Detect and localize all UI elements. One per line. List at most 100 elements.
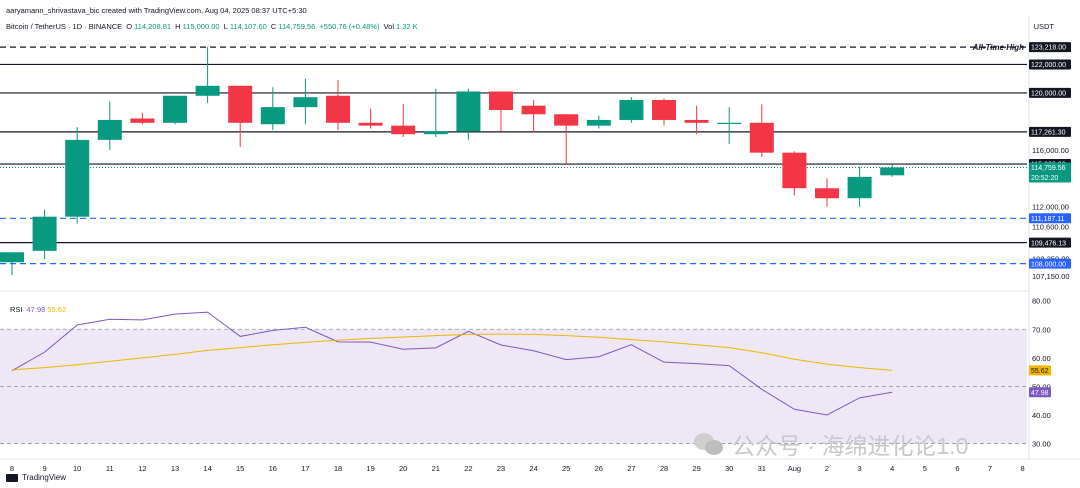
rsi-legend: RSI 47.98 55.62 xyxy=(10,305,66,314)
rsi-title: RSI xyxy=(10,305,23,314)
time-axis-label: 4 xyxy=(890,464,894,473)
time-axis-label: 12 xyxy=(138,464,146,473)
brand-label: TradingView xyxy=(22,473,67,482)
rsi-tick-label: 70.00 xyxy=(1032,325,1051,334)
candle-body xyxy=(130,118,155,123)
time-axis-label: 17 xyxy=(301,464,309,473)
level-price-label: 117,261.30 xyxy=(1031,129,1066,136)
ohlc-legend: Bitcoin / TetherUS · 1D · BINANCE O 114,2… xyxy=(6,22,420,31)
candle-body xyxy=(326,95,350,123)
rsi-value-label: 47.98 xyxy=(1031,390,1049,397)
time-axis-label: 19 xyxy=(366,464,374,473)
price-tick-label: 112,000.00 xyxy=(1032,203,1069,212)
time-axis-label: Aug xyxy=(788,464,801,473)
candle-body xyxy=(228,85,253,123)
candle-body xyxy=(489,91,513,110)
open-label: O xyxy=(126,22,133,31)
time-axis-label: 11 xyxy=(106,464,114,473)
level-price-badge xyxy=(1029,213,1071,224)
rsi-value-badge xyxy=(1029,365,1051,376)
time-axis-label: 5 xyxy=(923,464,927,473)
rsi-ma-value: 55.62 xyxy=(47,305,67,314)
level-price-badge xyxy=(1029,59,1071,70)
time-axis-label: 24 xyxy=(529,464,537,473)
time-axis-label: 6 xyxy=(955,464,959,473)
level-price-label: 122,000.00 xyxy=(1031,62,1066,69)
candle-body xyxy=(97,119,122,140)
candle-body xyxy=(423,131,448,135)
candle-body xyxy=(815,188,839,199)
volume-value: 1.32 K xyxy=(396,22,418,31)
time-axis-label: 16 xyxy=(269,464,277,473)
candle-body xyxy=(554,114,579,126)
price-tick-label: 107,150.00 xyxy=(1032,272,1070,281)
level-price-badge xyxy=(1029,258,1071,269)
watermark: 公众号 · 海绵进化论1.0 xyxy=(694,427,968,461)
rsi-ma-line xyxy=(11,333,893,371)
time-axis-label: 9 xyxy=(43,464,47,473)
time-axis-label: 25 xyxy=(562,464,570,473)
candle-body xyxy=(195,85,220,96)
currency-label[interactable]: USDT xyxy=(1033,22,1054,31)
rsi-tick-label: 60.00 xyxy=(1032,354,1051,363)
symbol-label[interactable]: Bitcoin / TetherUS · 1D · BINANCE xyxy=(6,22,123,31)
tradingview-logo-icon xyxy=(6,473,18,482)
time-axis-label: 28 xyxy=(660,464,668,473)
candle-body xyxy=(293,97,318,108)
rsi-value: 47.98 xyxy=(26,305,46,314)
candle-body xyxy=(260,107,285,125)
candle-body xyxy=(0,252,24,263)
time-axis-label: 10 xyxy=(73,464,81,473)
rsi-tick-label: 40.00 xyxy=(1032,411,1051,420)
level-price-label: 123,218.00 xyxy=(1031,45,1066,52)
rsi-tick-label: 30.00 xyxy=(1032,440,1051,449)
time-axis-label: 29 xyxy=(692,464,700,473)
time-axis-label: 13 xyxy=(171,464,179,473)
candle-body xyxy=(391,125,416,135)
time-axis-label: 8 xyxy=(10,464,14,473)
open-value: 114,208.81 xyxy=(134,22,172,31)
candle-body xyxy=(749,122,774,153)
level-price-label: 120,000.00 xyxy=(1031,91,1066,98)
rsi-value-label: 55.62 xyxy=(1031,368,1049,375)
time-axis-label: 30 xyxy=(725,464,733,473)
time-axis-label: 2 xyxy=(825,464,829,473)
candle-body xyxy=(456,91,481,132)
time-axis-label: 15 xyxy=(236,464,244,473)
level-price-label: 111,187.11 xyxy=(1031,216,1065,223)
time-axis-label: 7 xyxy=(988,464,992,473)
rsi-tick-label: 50.00 xyxy=(1032,382,1051,391)
candle-body xyxy=(521,105,546,115)
attribution-text: aaryamann_shrivastava_bic created with T… xyxy=(6,6,307,15)
time-axis-label: 26 xyxy=(595,464,603,473)
time-axis-label: 20 xyxy=(399,464,407,473)
low-label: L xyxy=(223,22,228,31)
candle-body xyxy=(847,176,872,199)
candle-body xyxy=(32,216,57,251)
level-price-badge xyxy=(1029,42,1071,53)
rsi-tick-label: 80.00 xyxy=(1032,297,1051,306)
time-axis-label: 23 xyxy=(497,464,505,473)
candle-body xyxy=(684,119,709,123)
level-price-badge xyxy=(1029,87,1071,98)
time-axis-label: 22 xyxy=(464,464,472,473)
level-price-label: 114,759.56 xyxy=(1031,165,1066,172)
time-axis-label: 3 xyxy=(858,464,862,473)
candle-body xyxy=(619,100,644,120)
volume-label: Vol xyxy=(383,22,394,31)
candle-body xyxy=(717,122,742,124)
tradingview-brand[interactable]: TradingView xyxy=(6,473,66,482)
level-price-badge xyxy=(1029,237,1071,248)
candle-body xyxy=(163,95,187,123)
candle-body xyxy=(358,122,383,126)
time-axis-label: 8 xyxy=(1021,464,1025,473)
rsi-value-badge xyxy=(1029,387,1051,398)
candle-body xyxy=(880,167,905,176)
level-price-badge xyxy=(1029,162,1071,183)
low-value: 114,107.60 xyxy=(229,22,267,31)
level-price-label: 108,000.00 xyxy=(1031,261,1066,268)
change-value: +550.76 (+0.48%) xyxy=(319,22,380,31)
candle-body xyxy=(65,139,90,217)
rsi-line xyxy=(11,311,893,416)
